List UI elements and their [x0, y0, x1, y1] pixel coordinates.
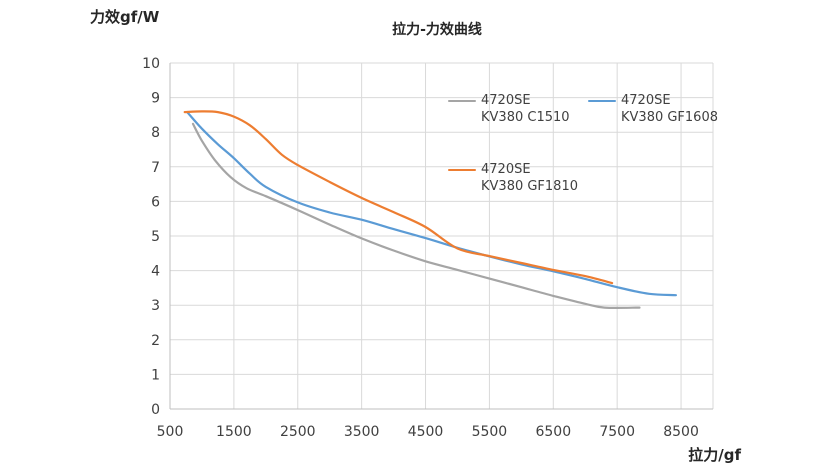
legend-swatch — [448, 100, 476, 102]
legend-label: 4720SE KV380 C1510 — [481, 93, 570, 125]
y-tick-label: 9 — [151, 91, 160, 107]
y-tick-label: 7 — [151, 160, 160, 176]
y-tick-label: 6 — [151, 194, 160, 210]
x-tick-label: 1500 — [216, 424, 252, 440]
y-tick-label: 4 — [151, 264, 160, 280]
y-tick-label: 3 — [151, 298, 160, 314]
legend-swatch — [448, 169, 476, 171]
legend-swatch — [588, 100, 616, 102]
series-line-1 — [186, 111, 677, 297]
series-lines — [183, 110, 677, 310]
y-tick-label: 0 — [151, 402, 160, 418]
series-line-2 — [183, 110, 614, 285]
y-axis-title: 力效gf/W — [90, 8, 160, 26]
x-tick-label: 7500 — [599, 424, 635, 440]
y-tick-label: 5 — [151, 229, 160, 245]
x-tick-label: 500 — [157, 424, 184, 440]
series-line-0 — [191, 122, 641, 310]
y-tick-label: 2 — [151, 333, 160, 349]
x-tick-label: 4500 — [408, 424, 444, 440]
gridlines — [170, 62, 714, 409]
legend-label: 4720SE KV380 GF1810 — [481, 162, 578, 194]
y-tick-label: 10 — [142, 56, 160, 72]
x-tick-label: 8500 — [663, 424, 699, 440]
axes — [169, 63, 713, 410]
x-tick-label: 6500 — [535, 424, 571, 440]
y-tick-label: 1 — [151, 367, 160, 383]
y-tick-label: 8 — [151, 125, 160, 141]
x-tick-label: 5500 — [472, 424, 508, 440]
tick-labels: 0 1 2 3 4 5 6 7 8 9 10 500 1500 2500 3500 4500 5500 6500 7… — [142, 56, 699, 440]
legend-label: 4720SE KV380 GF1608 — [621, 93, 718, 125]
x-tick-label: 3500 — [344, 424, 380, 440]
x-axis-title: 拉力/gf — [688, 446, 741, 464]
x-tick-label: 2500 — [280, 424, 316, 440]
chart-title: 拉力-力效曲线 — [392, 21, 482, 38]
